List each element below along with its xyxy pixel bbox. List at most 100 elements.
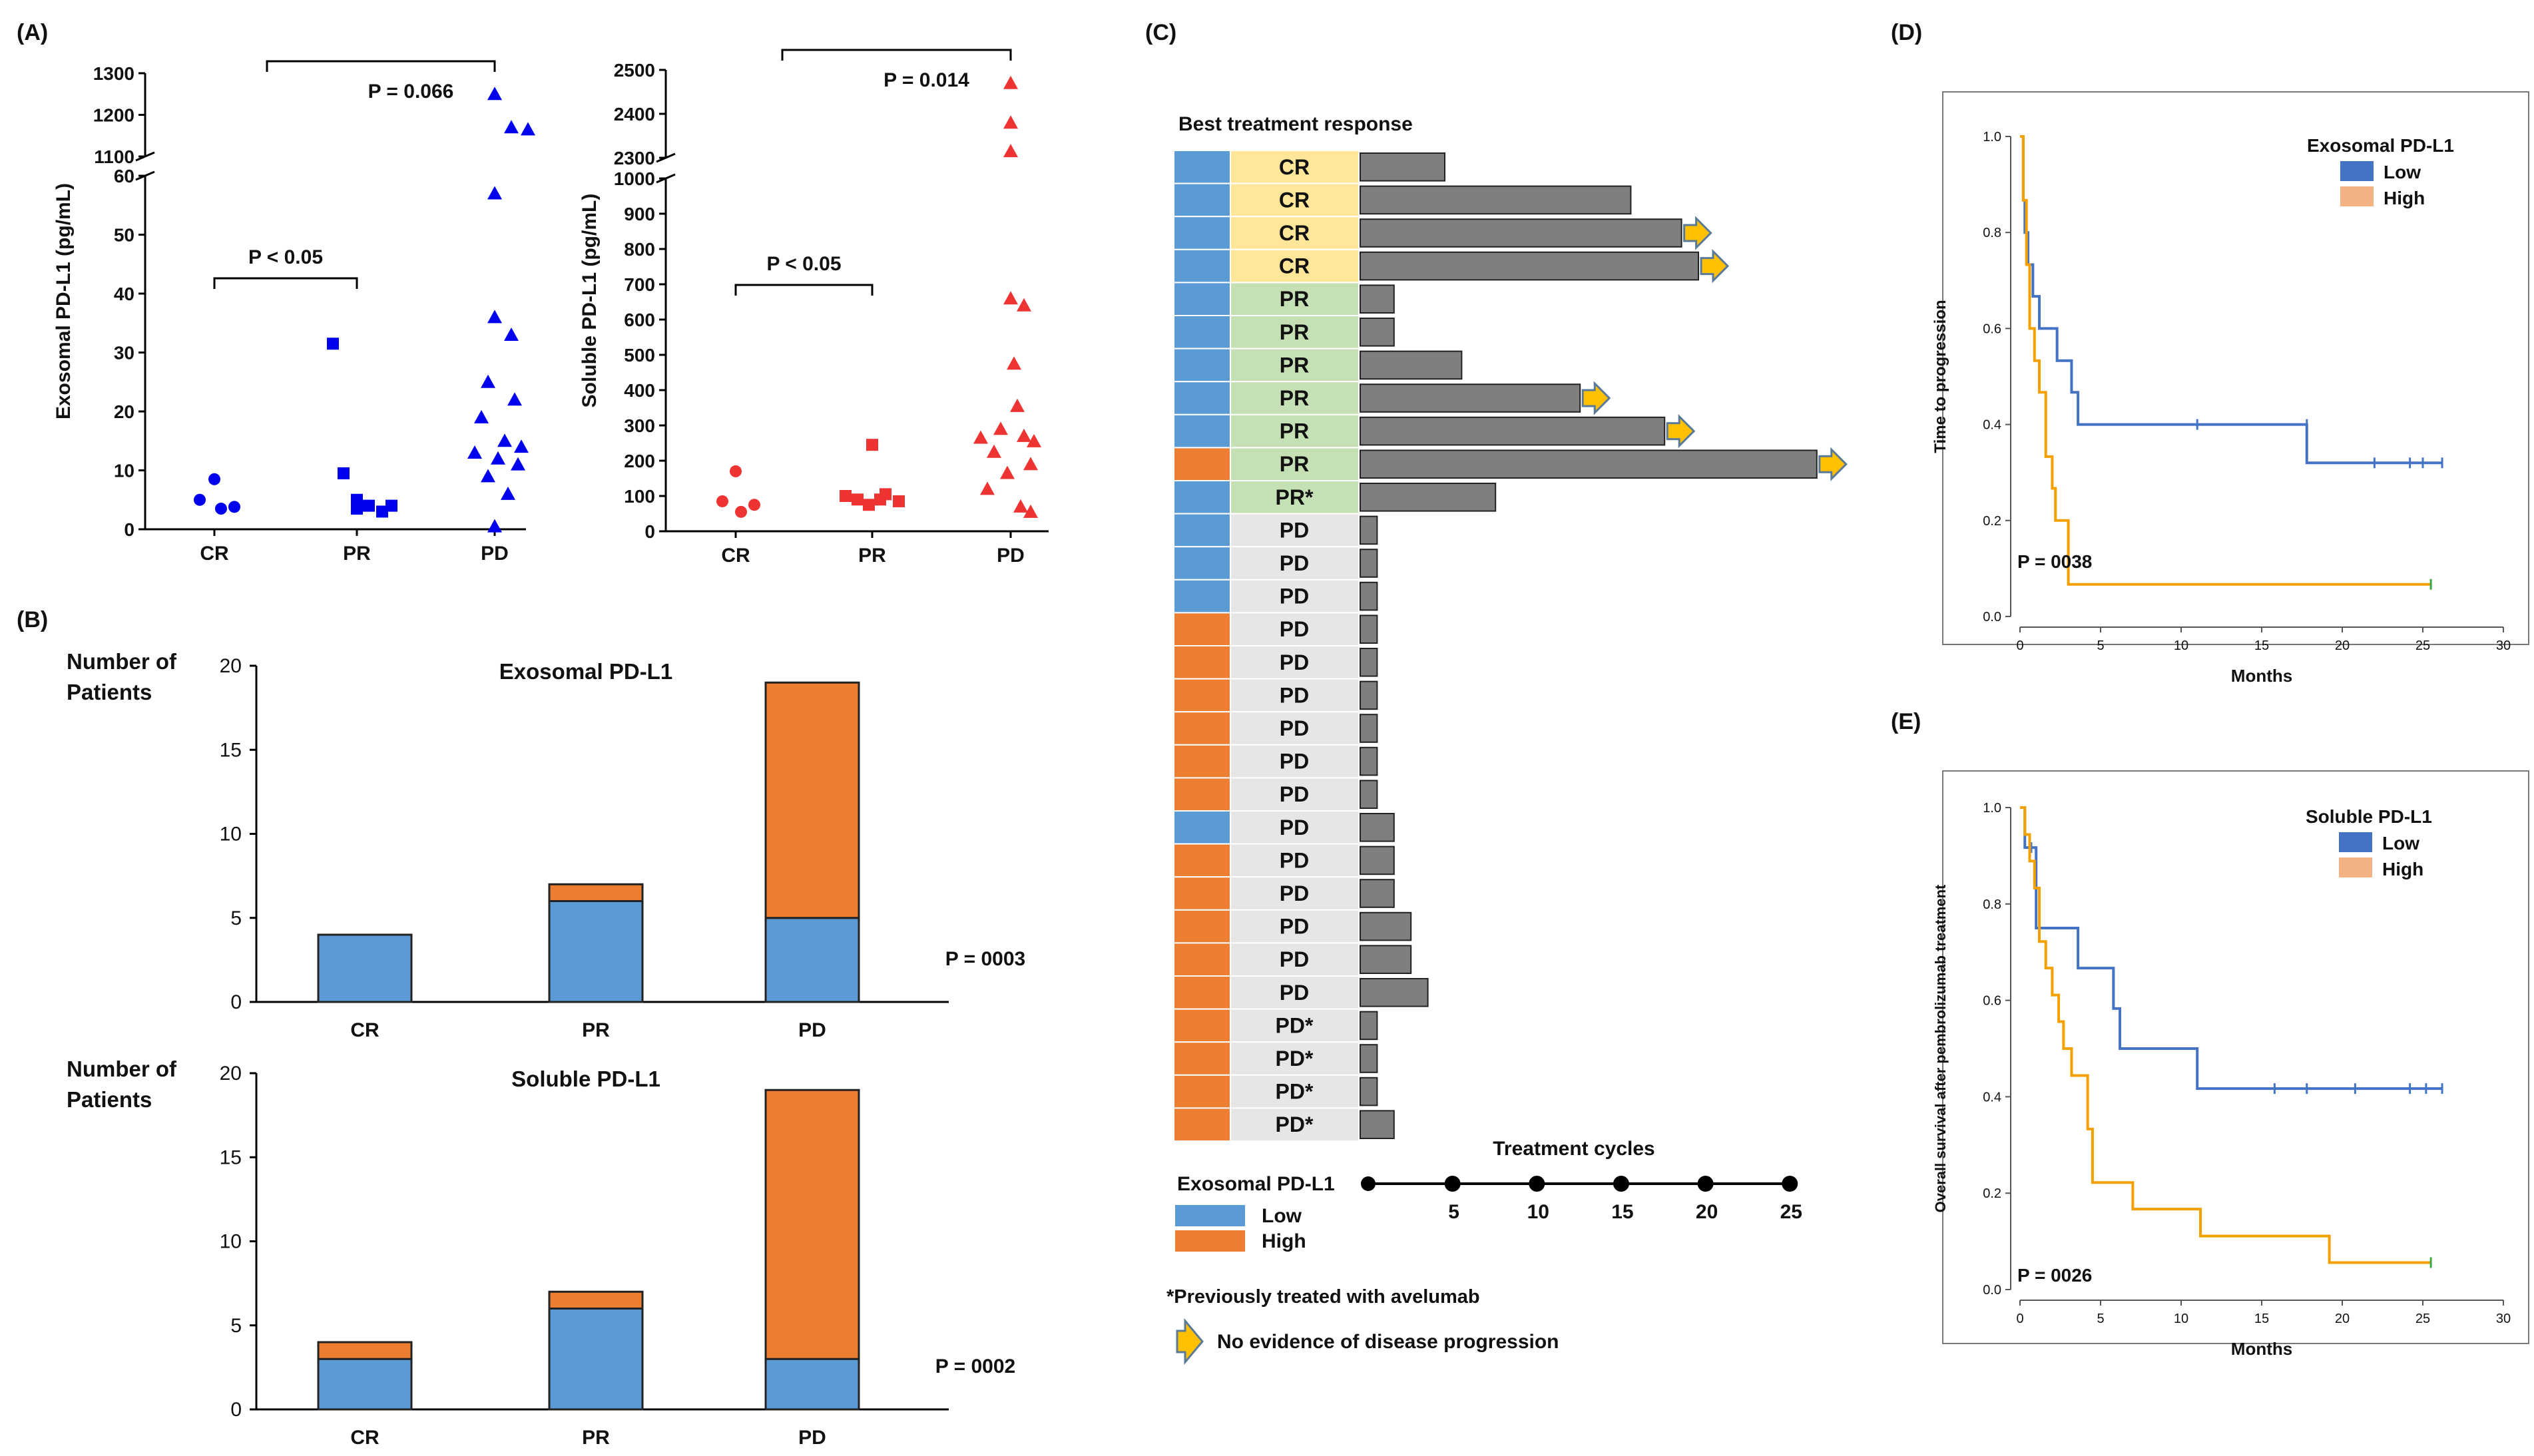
significance-bracket [266,60,496,72]
treatment-bar [1360,1077,1378,1106]
response-label: PD [1280,981,1309,1005]
legend-label-high: High [2382,859,2423,879]
panel-label-d: (D) [1891,20,1922,45]
response-cell [1230,1107,1360,1142]
x-tick-label: 30 [2496,638,2511,653]
y-tick-label: 0 [124,519,134,540]
footnote: *Previously treated with avelumab [1166,1286,1480,1308]
legend-swatch-high [2339,857,2372,877]
data-point-triangle [1017,428,1031,442]
response-label: PD [1280,848,1309,872]
treatment-bar [1360,648,1378,677]
data-point-triangle [481,374,495,388]
treatment-bar [1360,185,1632,215]
x-tick-label: 5 [2097,1312,2104,1326]
data-point-triangle [980,481,995,495]
y-axis-label-line-1: Number of [67,1057,177,1081]
panel-b-exosomal-bar: 0 5 10 15 20 Number of Patients Exosomal PD-L1 C… [67,649,1025,1041]
data-point-triangle [487,310,502,324]
treatment-bar [1360,780,1378,810]
x-tick-label: 0 [2016,638,2023,653]
y-tick-label: 50 [114,225,134,246]
x-tick-label: 10 [2174,638,2188,653]
response-label: PD [1280,881,1309,905]
treatment-bar [1360,680,1378,710]
y-tick-label: 0.4 [1983,1090,2001,1104]
y-tick-label: 1300 [93,63,134,84]
level-cell [1173,413,1231,449]
y-axis-label: Exosomal PD-L1 (pg/mL) [53,183,75,419]
y-tick-label: 1000 [614,168,655,189]
data-point-circle [215,503,227,515]
response-label: CR [1279,221,1310,245]
x-tick-label: 20 [2335,638,2350,653]
axis-dot [1697,1176,1714,1192]
response-label: PR* [1276,485,1314,509]
ongoing-arrow-icon [1176,1318,1204,1365]
x-tick-label: 15 [1611,1201,1633,1223]
treatment-bar [1360,350,1463,380]
data-point-triangle [1023,504,1038,518]
x-tick-label: 25 [2415,1312,2430,1326]
response-cell [1230,678,1360,713]
response-cell [1230,248,1360,284]
y-tick-label: 2400 [614,104,655,124]
x-tick-label: 10 [1527,1201,1549,1223]
response-label: PR [1280,452,1309,476]
data-point-triangle [501,486,515,500]
data-point-triangle [474,409,489,423]
response-cell [1230,843,1360,878]
legend-swatch-low [1175,1205,1245,1226]
x-tick-label: 5 [2097,638,2104,653]
y-tick-label: 500 [624,345,655,365]
data-point-triangle [481,469,495,483]
response-label: PD [1280,750,1309,774]
y-tick-label: 0.6 [1983,322,2001,336]
p-value-label: P < 0.05 [248,246,323,268]
ongoing-arrow [1683,216,1712,250]
treatment-bar [1360,383,1581,413]
treatment-bar [1360,911,1412,941]
data-point-triangle [487,87,502,101]
legend-label-high: High [1262,1230,1306,1252]
data-point-triangle [497,433,512,447]
treatment-bar [1360,515,1378,545]
data-point-triangle [487,519,502,533]
response-label: PD [1280,915,1309,939]
data-point-triangle [1000,465,1015,479]
y-tick-label: 20 [114,401,134,422]
data-point-square [385,499,397,512]
data-point-triangle [1023,457,1038,471]
y-tick-label: 1.0 [1983,801,2001,816]
level-cell [1173,150,1231,184]
y-tick-label: 0.2 [1983,1186,2001,1201]
p-value-label: P < 0.05 [766,253,841,275]
response-label: PD [1280,551,1309,575]
level-cell [1173,248,1231,284]
level-cell [1173,942,1231,977]
x-axis-label: Treatment cycles [1493,1138,1654,1160]
legend-swatch-high [2340,186,2374,206]
response-label: PD [1280,683,1309,707]
level-cell [1173,975,1231,1010]
data-point-triangle [993,421,1008,435]
y-tick-label: 20 [220,655,242,677]
x-tick-label: PD [481,543,509,565]
legend-label-low: Low [1262,1205,1302,1227]
data-point-triangle [1007,356,1021,370]
response-cell [1230,282,1360,316]
response-label: PD* [1276,1013,1314,1037]
treatment-bar [1360,978,1429,1007]
y-axis-label: Number of Patients [67,1057,177,1112]
axis-dot [1529,1176,1545,1192]
response-label: CR [1279,188,1310,212]
y-tick-label: 2500 [614,60,655,81]
data-point-square [880,488,891,501]
treatment-bar [1360,549,1378,578]
treatment-bar [1360,152,1445,182]
chart-title: Exosomal PD-L1 [499,659,672,684]
level-cell [1173,678,1231,713]
response-cell [1230,777,1360,812]
treatment-bar [1360,483,1497,512]
y-tick-label: 1100 [94,146,134,167]
